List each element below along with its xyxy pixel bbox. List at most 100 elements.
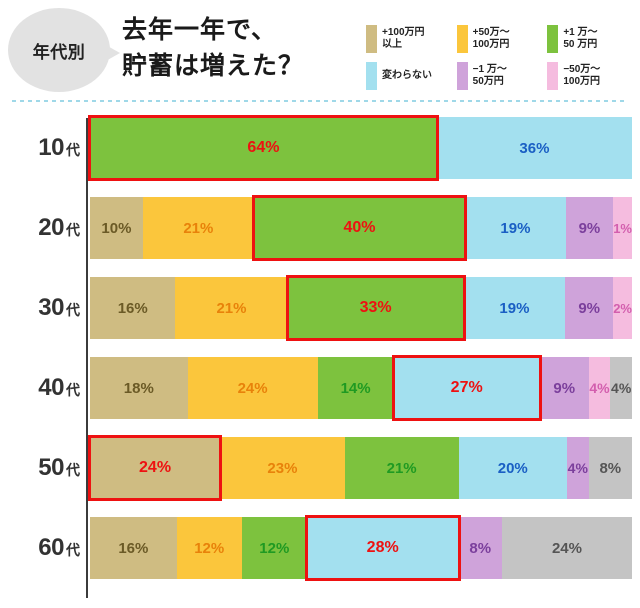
bar-segment-same[interactable]: 19% xyxy=(465,197,566,259)
bar-segment-plus50[interactable]: 24% xyxy=(187,357,318,419)
bar-segment-other[interactable]: 4% xyxy=(610,357,633,419)
y-axis-line xyxy=(86,118,88,598)
stacked-bar: 16% 12% 12% 28% 8% 24% xyxy=(90,515,633,581)
bar-segment-other[interactable]: 24% xyxy=(501,517,633,579)
bar-segment-value: 4% xyxy=(567,460,588,476)
bar-segment-value: 21% xyxy=(183,219,214,237)
bar-segment-value: 27% xyxy=(450,379,483,396)
category-bubble-label: 年代別 xyxy=(32,42,86,62)
legend-swatch-icon-same xyxy=(366,61,377,90)
bar-segment-plus1[interactable]: 12% xyxy=(241,517,307,579)
row-label-50: 50 代 xyxy=(0,454,88,482)
page-title-line-2: 貯蓄は増えた？ xyxy=(122,52,305,81)
bar-segment-value: 20% xyxy=(497,459,528,477)
bar-segment-same[interactable]: 28% xyxy=(304,515,461,581)
legend-item-plus50[interactable]: +50万〜 100万円 xyxy=(456,22,544,55)
bar-segment-other[interactable]: 8% xyxy=(588,437,632,499)
bar-segment-minus50[interactable]: 2% xyxy=(613,277,632,339)
bar-segment-value: 19% xyxy=(499,299,530,317)
row-label-60: 60 代 xyxy=(0,534,88,562)
row-label-suffix: 代 xyxy=(66,222,80,238)
bar-segment-value: 9% xyxy=(578,219,601,237)
bar-segment-minus50[interactable]: 1% xyxy=(613,197,632,259)
bar-segment-plus1[interactable]: 14% xyxy=(317,357,394,419)
bar-segment-value: 4% xyxy=(611,380,632,396)
bar-segment-minus1[interactable]: 4% xyxy=(566,437,589,499)
bar-segment-minus1[interactable]: 9% xyxy=(565,277,614,339)
legend-label-plus1: +1 万〜 50 万円 xyxy=(563,26,598,50)
bar-segment-value: 24% xyxy=(551,539,582,557)
row-label-number: 40 xyxy=(38,374,64,401)
bar-segment-plus1[interactable]: 40% xyxy=(251,195,468,261)
header: 年代別 去年一年で、 貯蓄は増えた？ +100万円 以上 +50万〜 100万円 +1 万… xyxy=(0,0,640,100)
page-title-line-1: 去年一年で、 xyxy=(122,16,278,44)
legend-label-plus50: +50万〜 100万円 xyxy=(472,26,510,50)
legend-item-minus50[interactable]: −50万〜 100万円 xyxy=(547,59,634,92)
bar-segment-value: 28% xyxy=(366,539,399,556)
legend-swatch-icon-minus50 xyxy=(547,61,559,90)
row-label-number: 10 xyxy=(38,134,64,161)
category-bubble: 年代別 xyxy=(8,8,110,92)
legend-label-plus100: +100万円 以上 xyxy=(382,26,425,50)
bar-segment-same[interactable]: 36% xyxy=(436,117,632,179)
bar-segment-plus100[interactable]: 24% xyxy=(87,435,223,501)
bar-segment-minus50[interactable]: 4% xyxy=(588,357,611,419)
legend: +100万円 以上 +50万〜 100万円 +1 万〜 50 万円変わらない −1 万〜 50… xyxy=(366,22,634,92)
bar-segment-same[interactable]: 27% xyxy=(391,355,542,421)
page-title: 去年一年で、 貯蓄は増えた？ xyxy=(122,12,304,85)
bar-segment-value: 2% xyxy=(613,300,632,316)
bar-segment-same[interactable]: 20% xyxy=(458,437,567,499)
stacked-bar: 24% 23% 21% 20% 4% 8% xyxy=(87,435,632,501)
legend-label-minus50: −50万〜 100万円 xyxy=(563,63,601,87)
bar-segment-value: 10% xyxy=(101,219,132,237)
legend-label-same: 変わらない xyxy=(382,69,432,81)
bar-segment-plus1[interactable]: 33% xyxy=(285,275,466,341)
bar-segment-plus1[interactable]: 21% xyxy=(344,437,459,499)
stacked-bar: 16% 21% 33% 19% 9% 2% xyxy=(90,275,632,341)
row-label-10: 10 代 xyxy=(0,134,88,162)
row-label-number: 50 xyxy=(38,454,64,481)
bar-segment-minus1[interactable]: 9% xyxy=(565,197,614,259)
row-label-number: 60 xyxy=(38,534,64,561)
row-label-suffix: 代 xyxy=(66,462,80,478)
bar-segment-value: 40% xyxy=(343,219,376,236)
bar-segment-value: 14% xyxy=(340,379,371,397)
bar-segment-value: 24% xyxy=(237,379,268,397)
bar-segment-value: 9% xyxy=(553,379,576,397)
bar-segment-plus1[interactable]: 64% xyxy=(88,115,439,181)
bar-segment-plus100[interactable]: 16% xyxy=(90,517,177,579)
stacked-bar-chart: 10 代 64% 36% 20 代 10% 21% 40% 19% 9% 1% 30 代 16% 21% 33%… xyxy=(0,108,640,608)
bar-segment-value: 36% xyxy=(519,139,550,157)
category-bubble-tail xyxy=(104,44,120,62)
legend-item-plus1[interactable]: +1 万〜 50 万円 xyxy=(547,22,634,55)
bar-segment-plus100[interactable]: 16% xyxy=(90,277,176,339)
legend-swatch-icon-plus100 xyxy=(366,24,377,53)
bar-segment-plus100[interactable]: 18% xyxy=(90,357,188,419)
row-label-suffix: 代 xyxy=(66,142,80,158)
bar-segment-plus50[interactable]: 21% xyxy=(142,197,254,259)
bar-segment-plus50[interactable]: 21% xyxy=(175,277,288,339)
bar-segment-plus50[interactable]: 12% xyxy=(176,517,242,579)
bar-segment-plus50[interactable]: 23% xyxy=(220,437,345,499)
bar-segment-plus100[interactable]: 10% xyxy=(90,197,143,259)
legend-item-minus1[interactable]: −1 万〜 50万円 xyxy=(456,59,544,92)
bar-segment-value: 21% xyxy=(386,459,417,477)
chart-row: 50 代 24% 23% 21% 20% 4% 8% xyxy=(0,428,640,508)
row-label-suffix: 代 xyxy=(66,382,80,398)
stacked-bar: 18% 24% 14% 27% 9% 4% 4% xyxy=(90,355,633,421)
row-label-number: 20 xyxy=(38,214,64,241)
bar-segment-value: 33% xyxy=(359,299,392,316)
bar-segment-value: 8% xyxy=(599,459,622,477)
bar-segment-value: 64% xyxy=(247,139,280,156)
row-label-40: 40 代 xyxy=(0,374,88,402)
stacked-bar: 64% 36% xyxy=(88,115,632,181)
bar-segment-minus1[interactable]: 9% xyxy=(539,357,589,419)
bar-segment-value: 9% xyxy=(578,299,601,317)
legend-item-same[interactable]: 変わらない xyxy=(366,59,453,92)
bar-segment-minus1[interactable]: 8% xyxy=(458,517,502,579)
bar-segment-value: 23% xyxy=(267,459,298,477)
bar-segment-same[interactable]: 19% xyxy=(463,277,566,339)
bar-segment-value: 1% xyxy=(613,220,632,236)
row-label-20: 20 代 xyxy=(0,214,88,242)
legend-item-plus100[interactable]: +100万円 以上 xyxy=(366,22,453,55)
